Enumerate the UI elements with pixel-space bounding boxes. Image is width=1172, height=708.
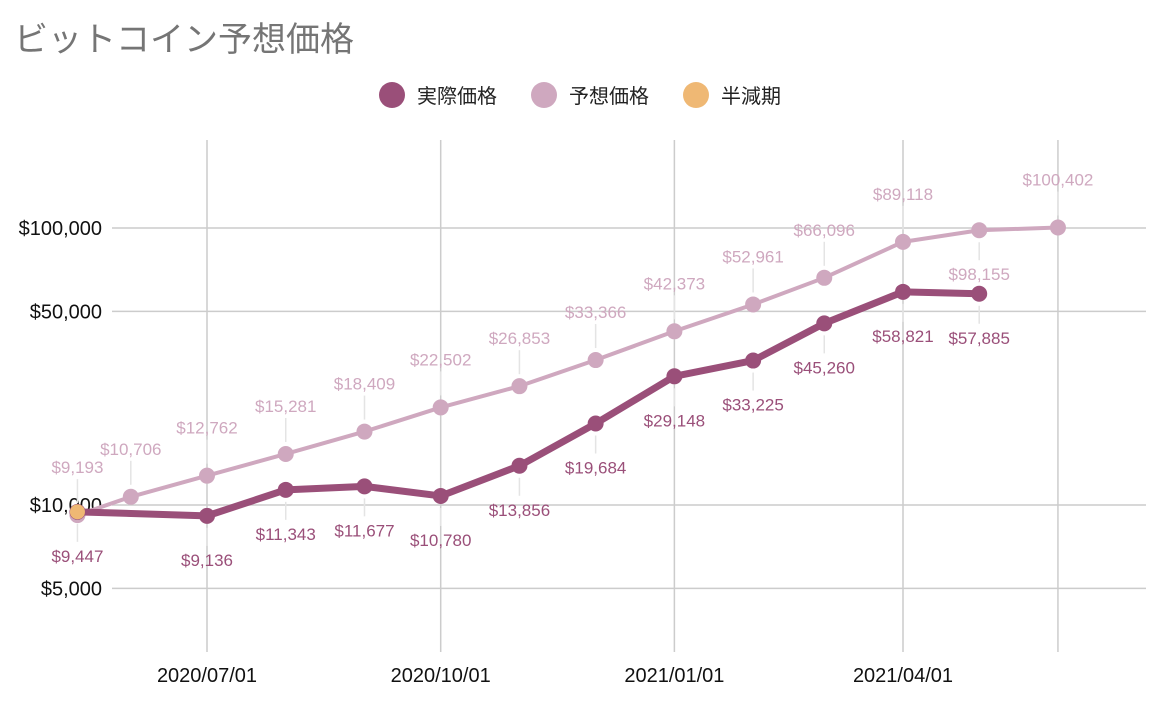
data-label-0: $9,447 bbox=[51, 547, 103, 566]
data-label-1: $12,762 bbox=[176, 419, 237, 438]
data-point-0 bbox=[745, 352, 762, 369]
chart-title: ビットコイン予想価格 bbox=[14, 20, 354, 60]
data-label-0: $29,148 bbox=[644, 411, 705, 430]
data-point-0 bbox=[511, 457, 528, 474]
data-label-1: $66,096 bbox=[794, 221, 855, 240]
data-point-2 bbox=[69, 504, 85, 520]
data-label-0: $33,225 bbox=[722, 396, 783, 415]
legend-label-forecast: 予想価格 bbox=[569, 84, 649, 108]
legend-dot-actual bbox=[379, 81, 405, 108]
data-label-1: $98,155 bbox=[948, 265, 1009, 284]
data-label-1: $18,409 bbox=[334, 375, 395, 394]
data-point-0 bbox=[816, 315, 833, 332]
data-point-1 bbox=[432, 399, 449, 416]
y-tick-label: $100,000 bbox=[19, 218, 102, 240]
data-point-1 bbox=[745, 296, 762, 313]
label-layer: $9,193$10,706 $12,762 $15,281 $18,409 $22,50… bbox=[51, 171, 1093, 570]
data-label-1: $26,853 bbox=[489, 329, 550, 348]
y-tick-label: $50,000 bbox=[30, 301, 102, 323]
data-point-1 bbox=[895, 233, 911, 250]
data-point-0 bbox=[277, 481, 294, 498]
legend-item-halving[interactable]: 半減期 bbox=[683, 80, 781, 109]
data-label-0: $57,885 bbox=[948, 329, 1009, 348]
data-label-0: $11,677 bbox=[334, 521, 394, 540]
x-tick-label: 2020/07/01 bbox=[157, 665, 257, 687]
x-tick-label: 2021/04/01 bbox=[853, 665, 953, 687]
legend-dot-halving bbox=[683, 81, 709, 108]
data-point-1 bbox=[816, 269, 833, 286]
data-label-1: $42,373 bbox=[644, 274, 705, 293]
legend-item-actual[interactable]: 実際価格 bbox=[379, 80, 497, 109]
data-point-1 bbox=[587, 352, 604, 369]
data-label-1: $89,118 bbox=[873, 185, 933, 204]
data-label-1: $15,281 bbox=[255, 397, 316, 416]
data-point-1 bbox=[971, 222, 988, 239]
x-tick-label: 2021/01/01 bbox=[624, 665, 724, 687]
data-label-1: $22,502 bbox=[410, 350, 471, 369]
legend-dot-forecast bbox=[531, 81, 557, 108]
y-tick-label: $5,000 bbox=[41, 578, 102, 600]
data-point-1 bbox=[199, 467, 215, 484]
data-point-1 bbox=[356, 423, 373, 440]
data-label-1: $10,706 bbox=[100, 440, 161, 459]
data-point-1 bbox=[1049, 219, 1066, 236]
data-point-0 bbox=[199, 507, 215, 524]
legend-label-actual: 実際価格 bbox=[417, 84, 497, 108]
series-layer bbox=[69, 219, 1066, 524]
data-label-1: $33,366 bbox=[565, 303, 626, 322]
data-label-1: $9,193 bbox=[51, 458, 103, 477]
data-label-0: $10,780 bbox=[410, 531, 471, 550]
data-point-0 bbox=[587, 415, 604, 432]
data-point-1 bbox=[277, 445, 294, 462]
data-point-0 bbox=[356, 478, 373, 495]
data-label-0: $13,856 bbox=[489, 501, 550, 520]
legend-item-forecast[interactable]: 予想価格 bbox=[531, 80, 649, 109]
data-label-0: $19,684 bbox=[565, 459, 626, 478]
data-point-1 bbox=[511, 378, 528, 395]
legend-label-halving: 半減期 bbox=[721, 84, 781, 108]
data-label-1: $100,402 bbox=[1022, 171, 1093, 190]
x-tick-label: 2020/10/01 bbox=[391, 665, 491, 687]
data-point-0 bbox=[666, 368, 683, 385]
data-label-0: $11,343 bbox=[256, 525, 316, 544]
data-point-1 bbox=[666, 323, 683, 340]
legend: 実際価格 予想価格 半減期 bbox=[0, 80, 1160, 109]
data-label-1: $52,961 bbox=[722, 247, 783, 266]
data-point-1 bbox=[122, 488, 139, 505]
data-label-0: $9,136 bbox=[181, 551, 233, 570]
data-label-0: $45,260 bbox=[794, 358, 855, 377]
data-point-0 bbox=[895, 283, 911, 300]
data-point-0 bbox=[971, 285, 988, 302]
data-label-0: $58,821 bbox=[872, 327, 933, 346]
series-line-0 bbox=[73, 288, 983, 520]
data-point-0 bbox=[432, 487, 449, 504]
series-line-1 bbox=[75, 225, 1060, 518]
